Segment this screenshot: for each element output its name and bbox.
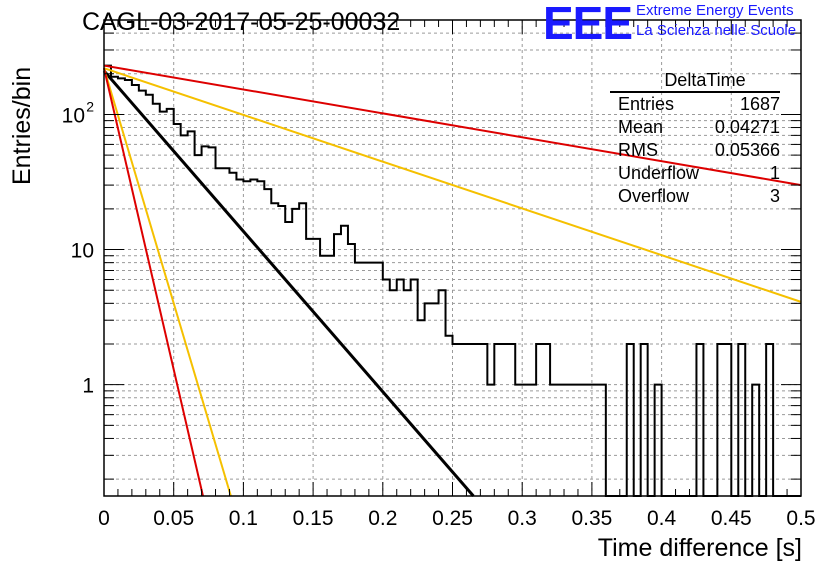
stats-value: 0.04271	[714, 117, 780, 137]
x-tick-label: 0.5	[786, 507, 815, 530]
stats-title: DeltaTime	[610, 70, 780, 93]
x-tick-label: 0.3	[508, 507, 537, 530]
x-tick-label: 0.25	[432, 507, 473, 530]
axes	[103, 19, 802, 497]
x-axis-label: Time difference [s]	[597, 534, 802, 562]
fit-curve	[102, 69, 475, 497]
plot-title: CAGL-03-2017-05-25-00032	[82, 8, 401, 36]
x-tick-label: 0.35	[571, 507, 612, 530]
plot-frame	[103, 19, 802, 497]
stats-value: 3	[769, 186, 780, 206]
y-tick-label: 1	[82, 375, 94, 398]
x-tick-label: 0.2	[368, 507, 397, 530]
stats-row-mean: Mean 0.04271	[610, 116, 780, 139]
y-axis-label: Entries/bin	[8, 66, 36, 185]
y-tick-label: 10	[71, 240, 94, 263]
x-tick-label: 0.1	[229, 507, 258, 530]
fit-curve	[103, 67, 232, 497]
stats-box: DeltaTime Entries 1687 Mean 0.04271 RMS 0.0…	[610, 70, 780, 208]
stats-value: 1687	[739, 94, 780, 114]
fit-curve	[103, 67, 204, 497]
stats-row-overflow: Overflow 3	[610, 185, 780, 208]
logo-line-2: La Scienza nelle Scuole	[636, 22, 797, 39]
logo-line-1: Extreme Energy Events	[636, 2, 794, 19]
x-tick-label: 0.15	[293, 507, 334, 530]
fit-curve	[103, 67, 802, 303]
fit-curve	[103, 64, 802, 187]
stats-label: Underflow	[618, 163, 700, 183]
x-tick-label: 0	[98, 507, 110, 530]
stats-value: 0.05366	[714, 140, 780, 160]
x-tick-label: 0.45	[711, 507, 752, 530]
y-tick-label: 10	[62, 104, 85, 127]
tick-labels: 0 0.05 0.1 0.15 0.2 0.25 0.3 0.35 0.4 0.45 0.5 1 10 1…	[62, 98, 816, 530]
stats-row-entries: Entries 1687	[610, 93, 780, 116]
y-tick-label-sup: 2	[86, 98, 94, 114]
stats-label: Mean	[618, 117, 664, 137]
stats-label: Entries	[618, 94, 675, 114]
stats-value: 1	[769, 163, 780, 183]
stats-label: RMS	[618, 140, 658, 160]
stats-label: Overflow	[618, 186, 690, 206]
fit-curves	[102, 64, 802, 497]
stats-row-rms: RMS 0.05366	[610, 139, 780, 162]
eee-logo: EEE	[543, 0, 633, 49]
stats-row-underflow: Underflow 1	[610, 162, 780, 185]
x-tick-label: 0.05	[153, 507, 194, 530]
x-tick-label: 0.4	[647, 507, 677, 530]
